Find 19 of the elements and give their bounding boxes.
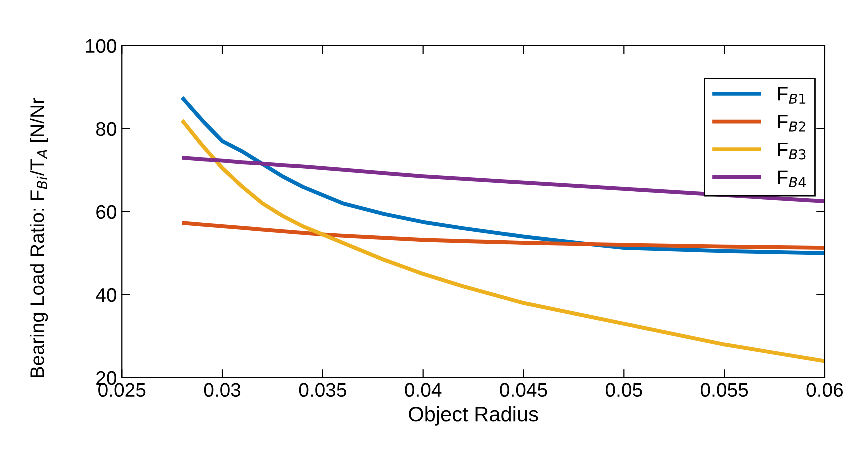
legend-label: F$_{B4}$ (778, 170, 806, 188)
y-tick-label: 40 (96, 288, 116, 302)
x-tick-label: 0.055 (700, 383, 748, 398)
x-tick-label: 0.06 (806, 383, 844, 398)
x-tick-label: 0.025 (98, 383, 146, 398)
y-tick-label: 60 (96, 205, 116, 220)
x-tick-label: 0.03 (204, 383, 241, 398)
legend-label: F$_{B3}$ (778, 142, 806, 160)
y-tick-label: 100 (86, 39, 117, 54)
x-axis-title: Object Radius (409, 406, 538, 426)
x-tick-label: 0.045 (500, 383, 548, 398)
x-tick-label: 0.035 (299, 383, 346, 398)
line-series (180, 221, 825, 250)
x-tick-label: 0.04 (405, 383, 442, 398)
y-axis-title: Bearing Load Ratio: F$_{Bi}$/T$_{A}$ [N/Nr (30, 98, 48, 378)
legend-label: F$_{B2}$ (778, 115, 806, 132)
legend-label: F$_{B1}$ (778, 87, 806, 104)
y-tick-label: 80 (96, 122, 116, 136)
x-tick-label: 0.05 (606, 383, 642, 398)
